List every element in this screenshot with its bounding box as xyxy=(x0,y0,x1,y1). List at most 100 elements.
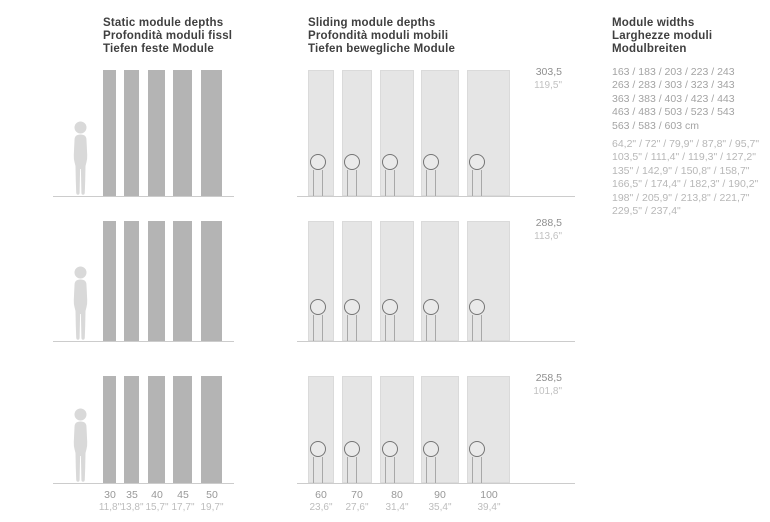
module-height-label: 288,5 113,6" xyxy=(500,217,562,243)
static-module-bar xyxy=(124,376,139,483)
floor-line xyxy=(297,196,575,197)
width-label-inch: 39,4" xyxy=(477,502,501,513)
depth-label-inch: 19,7" xyxy=(200,502,224,513)
sliding-module-bar xyxy=(467,376,510,484)
heading-line: Larghezze moduli xyxy=(612,30,713,43)
cm-list-line: 463 / 483 / 503 / 523 / 543 xyxy=(612,106,735,119)
static-module-bar xyxy=(103,70,116,196)
wheel-icon xyxy=(382,154,398,170)
floor-line xyxy=(53,196,234,197)
wheel-post xyxy=(356,170,357,197)
wheel-post xyxy=(385,457,386,484)
floor-line xyxy=(53,341,234,342)
static-module-bar xyxy=(148,376,165,483)
heading-line: Modulbreiten xyxy=(612,43,687,56)
wheel-icon xyxy=(310,154,326,170)
wheel-post xyxy=(347,457,348,484)
wheel-post xyxy=(472,457,473,484)
wheel-post xyxy=(472,315,473,342)
heading-line: Module widths xyxy=(612,17,695,29)
depth-label-cm: 50 xyxy=(206,489,218,501)
depth-label-cm: 30 xyxy=(104,489,116,501)
wheel-post xyxy=(394,315,395,342)
inch-list-line: 64,2" / 72" / 79,9" / 87,8" / 95,7" xyxy=(612,138,760,150)
static-module-bar xyxy=(103,221,116,341)
wheel-post xyxy=(435,170,436,197)
wheel-post xyxy=(356,315,357,342)
sliding-module-bar xyxy=(421,376,459,484)
sliding-module-bar xyxy=(467,221,510,342)
cm-list-line: 163 / 183 / 203 / 223 / 243 xyxy=(612,66,735,78)
wheel-post xyxy=(347,315,348,342)
sliding-module-bar xyxy=(342,221,372,342)
sliding-module-bar xyxy=(342,376,372,484)
wheel-icon xyxy=(344,154,360,170)
inch-list-line: 166,5" / 174,4" / 182,3" / 190,2" xyxy=(612,178,759,191)
width-label-inch: 31,4" xyxy=(385,502,409,513)
wheel-post xyxy=(481,457,482,484)
heading-line: Static module depths xyxy=(103,17,224,29)
heading-line: Profondità moduli mobili xyxy=(308,30,449,43)
width-label-cm: 90 xyxy=(434,489,446,501)
static-depths-heading: Static module depths Profondità moduli f… xyxy=(103,17,232,57)
static-module-bar xyxy=(148,221,165,341)
wheel-icon xyxy=(469,154,485,170)
static-module-bar xyxy=(173,221,192,341)
wheel-post xyxy=(435,315,436,342)
wheel-post xyxy=(322,315,323,342)
static-module-bar xyxy=(124,221,139,341)
sliding-module-bar xyxy=(380,70,414,197)
width-label-cm: 80 xyxy=(391,489,403,501)
floor-line xyxy=(297,341,575,342)
depth-label-inch: 13,8" xyxy=(120,502,144,513)
wheel-icon xyxy=(423,299,439,315)
static-module-bar xyxy=(201,376,222,483)
wheel-icon xyxy=(423,441,439,457)
inch-list-line: 198" / 205,9" / 213,8" / 221,7" xyxy=(612,191,750,204)
static-module-bar xyxy=(103,376,116,483)
module-height-label: 258,5 101,8" xyxy=(500,372,562,398)
wheel-icon xyxy=(469,441,485,457)
wheel-post xyxy=(426,457,427,484)
person-silhouette xyxy=(73,408,88,482)
static-module-bar xyxy=(201,70,222,196)
depth-label-cm: 40 xyxy=(151,489,163,501)
sliding-module-bar xyxy=(421,221,459,342)
static-module-bar xyxy=(173,70,192,196)
cm-list-line: 263 / 283 / 303 / 323 / 343 xyxy=(612,79,735,92)
wheel-icon xyxy=(310,441,326,457)
sliding-module-bar xyxy=(421,70,459,197)
width-label-inch: 35,4" xyxy=(428,502,452,513)
static-module-bar xyxy=(124,70,139,196)
module-widths-heading: Module widths Larghezze moduli Modulbrei… xyxy=(612,17,712,57)
wheel-post xyxy=(426,170,427,197)
wheel-post xyxy=(472,170,473,197)
depth-label-inch: 17,7" xyxy=(171,502,195,513)
heading-line: Tiefen feste Module xyxy=(103,43,214,56)
static-module-bar xyxy=(148,70,165,196)
person-silhouette xyxy=(73,121,88,195)
wheel-icon xyxy=(310,299,326,315)
wheel-post xyxy=(322,457,323,484)
wheel-post xyxy=(313,457,314,484)
sliding-module-bar xyxy=(308,376,334,484)
wheel-post xyxy=(322,170,323,197)
height-cm-value: 258,5 xyxy=(535,372,562,384)
depth-label-cm: 45 xyxy=(177,489,189,501)
wheel-post xyxy=(356,457,357,484)
width-label-cm: 70 xyxy=(351,489,363,501)
module-widths-inch-list: 64,2" / 72" / 79,9" / 87,8" / 95,7" 103,… xyxy=(612,138,759,218)
sliding-module-bar xyxy=(308,70,334,197)
wheel-post xyxy=(347,170,348,197)
wheel-post xyxy=(426,315,427,342)
person-silhouette xyxy=(73,266,88,340)
wheel-icon xyxy=(469,299,485,315)
wheel-icon xyxy=(382,441,398,457)
wheel-post xyxy=(385,315,386,342)
heading-line: Profondità moduli fissl xyxy=(103,30,233,43)
wheel-post xyxy=(394,457,395,484)
depth-label-inch: 15,7" xyxy=(145,502,169,513)
cm-list-line: 363 / 383 / 403 / 423 / 443 xyxy=(612,92,735,105)
depth-label-inch: 11,8" xyxy=(98,502,122,513)
inch-list-line: 103,5" / 111,4" / 119,3" / 127,2" xyxy=(612,151,756,164)
